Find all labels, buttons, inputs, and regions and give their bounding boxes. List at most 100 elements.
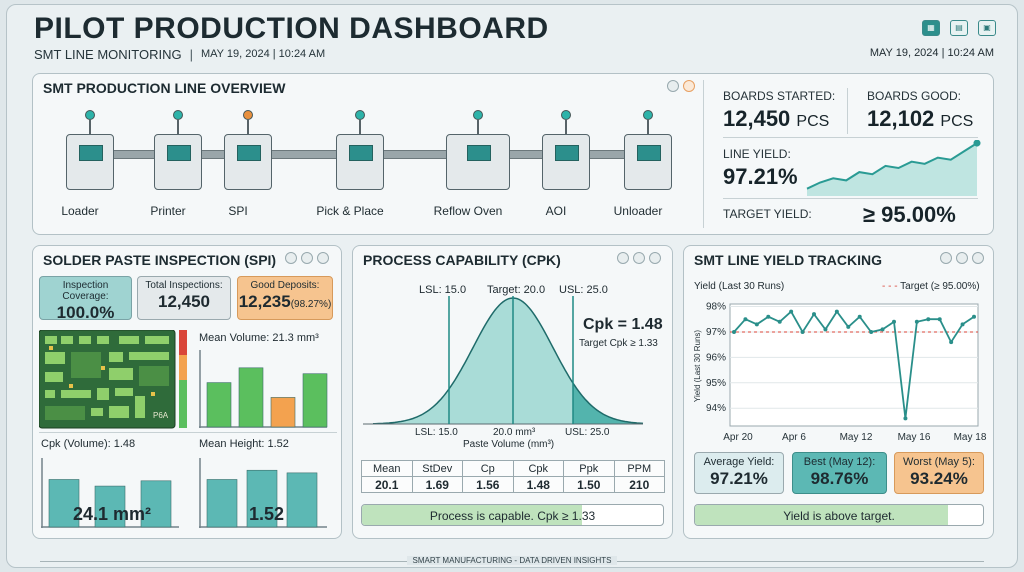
- machine-unloader[interactable]: Unloader: [614, 108, 678, 228]
- status-indicator: [643, 110, 653, 120]
- spi-panel-icons: [285, 252, 329, 264]
- machine-aoi[interactable]: AOI: [536, 108, 596, 228]
- cpk-value: Cpk = 1.48: [583, 316, 663, 333]
- status-indicator: [561, 110, 571, 120]
- y-tick-label: 98%: [706, 302, 726, 313]
- status-stem: [647, 120, 649, 134]
- yield-data-point: [972, 314, 976, 319]
- table-value-cell: 1.69: [411, 476, 463, 493]
- boards-started-value: 12,450 PCS: [723, 106, 829, 132]
- machine-screen: [555, 145, 579, 161]
- yield-data-point: [834, 309, 839, 314]
- coverage-label: Inspection Coverage:: [62, 280, 109, 302]
- cpk-volume-chart: [41, 458, 179, 528]
- yield-data-point: [857, 314, 862, 319]
- export-icon[interactable]: [633, 252, 645, 264]
- expand-icon[interactable]: [285, 252, 297, 264]
- total-label: Total Inspections:: [145, 280, 223, 291]
- average-yield-card: Average Yield: 97.21%: [694, 452, 784, 494]
- bar: [48, 479, 80, 528]
- table-header-cell: StDev: [411, 460, 463, 477]
- lsl-bottom-label: LSL: 15.0: [415, 427, 458, 438]
- bar: [206, 479, 238, 528]
- machine-body: [446, 134, 510, 190]
- footer: SMART MANUFACTURING - DATA DRIVEN INSIGH…: [0, 556, 1024, 565]
- header-date: MAY 19, 2024 | 10:24 AM: [869, 47, 994, 59]
- machine-reflow-oven[interactable]: Reflow Oven: [434, 108, 510, 228]
- yield-data-point: [880, 327, 885, 332]
- machine-screen: [467, 145, 491, 161]
- worst-yield-label: Worst (May 5):: [903, 456, 975, 468]
- cpk-status-text: Process is capable. Cpk ≥ 1.33: [429, 509, 596, 523]
- analytics-icon[interactable]: ▦: [922, 20, 940, 36]
- yield-title: SMT LINE YIELD TRACKING: [694, 252, 882, 268]
- settings-icon[interactable]: [972, 252, 984, 264]
- export-icon[interactable]: [301, 252, 313, 264]
- good-number: 12,235: [238, 292, 291, 311]
- y-axis-label: Yield (Last 30 Runs): [693, 330, 702, 403]
- yield-data-point: [926, 317, 931, 322]
- legend-label: Target (≥ 95.00%): [900, 281, 980, 292]
- yield-data-point: [846, 324, 851, 329]
- subtitle-text: SMT LINE MONITORING: [34, 47, 182, 62]
- machine-screen: [237, 145, 261, 161]
- table-header-cell: Cp: [462, 460, 514, 477]
- table-value-cell: 1.48: [512, 476, 564, 493]
- overview-panel-icons: [667, 80, 695, 92]
- x-tick-label: Apr 20: [723, 432, 753, 443]
- expand-icon[interactable]: [667, 80, 679, 92]
- yield-status-text: Yield is above target.: [783, 509, 895, 523]
- yield-plot-area: [729, 303, 979, 427]
- yield-data-point: [892, 319, 896, 324]
- bar: [140, 480, 172, 528]
- yield-data-point: [789, 309, 794, 314]
- machine-spi[interactable]: SPI: [218, 108, 278, 228]
- worst-yield-value: 93.24%: [910, 469, 968, 488]
- cpk-stats-table: Mean StDev Cp Cpk Ppk PPM 20.1 1.69 1.56 1.48 1.5…: [361, 460, 665, 493]
- machine-pick-and-place[interactable]: Pick & Place: [316, 108, 390, 228]
- alert-icon[interactable]: [683, 80, 695, 92]
- machine-printer[interactable]: Printer: [148, 108, 208, 228]
- good-percent: (98.27%): [290, 299, 332, 310]
- stat-hdivider: [723, 137, 978, 138]
- table-header-cell: Ppk: [563, 460, 615, 477]
- overview-divider: [703, 80, 704, 228]
- bar: [246, 469, 278, 528]
- sparkline-endpoint: [973, 140, 981, 147]
- boards-good-label: BOARDS GOOD:: [867, 89, 962, 103]
- worst-yield-card: Worst (May 5): 93.24%: [894, 452, 984, 494]
- table-value-cell: 20.1: [361, 476, 413, 493]
- boards-started-unit: PCS: [796, 113, 830, 130]
- yield-status-bar: Yield is above target.: [694, 504, 984, 526]
- status-stem: [477, 120, 479, 134]
- line-yield-value: 97.21%: [723, 164, 798, 189]
- settings-icon[interactable]: ▣: [978, 20, 996, 36]
- best-yield-label: Best (May 12):: [803, 456, 876, 468]
- export-icon[interactable]: [956, 252, 968, 264]
- expand-icon[interactable]: [940, 252, 952, 264]
- bar: [206, 382, 232, 428]
- status-stem: [177, 120, 179, 134]
- boards-good-number: 12,102: [867, 106, 935, 131]
- settings-icon[interactable]: [649, 252, 661, 264]
- status-stem: [565, 120, 567, 134]
- machine-screen: [637, 145, 661, 161]
- lsl-top-label: LSL: 15.0: [419, 284, 467, 296]
- yield-data-point: [823, 327, 828, 332]
- mean-volume-chart: [199, 350, 328, 428]
- usl-bottom-label: USL: 25.0: [565, 427, 610, 438]
- expand-icon[interactable]: [617, 252, 629, 264]
- grid-icon[interactable]: ▤: [950, 20, 968, 36]
- cpk-title: PROCESS CAPABILITY (CPK): [363, 252, 561, 268]
- total-inspections-card: Total Inspections: 12,450: [137, 276, 231, 320]
- machine-label: Loader: [61, 204, 99, 218]
- mean-height-chart: [199, 458, 327, 528]
- yield-data-point: [766, 314, 771, 319]
- status-indicator: [473, 110, 483, 120]
- table-value-cell: 1.50: [563, 476, 615, 493]
- status-stem: [359, 120, 361, 134]
- machine-loader[interactable]: Loader: [60, 108, 120, 228]
- yield-data-point: [800, 329, 805, 334]
- machine-label: AOI: [545, 204, 567, 218]
- settings-icon[interactable]: [317, 252, 329, 264]
